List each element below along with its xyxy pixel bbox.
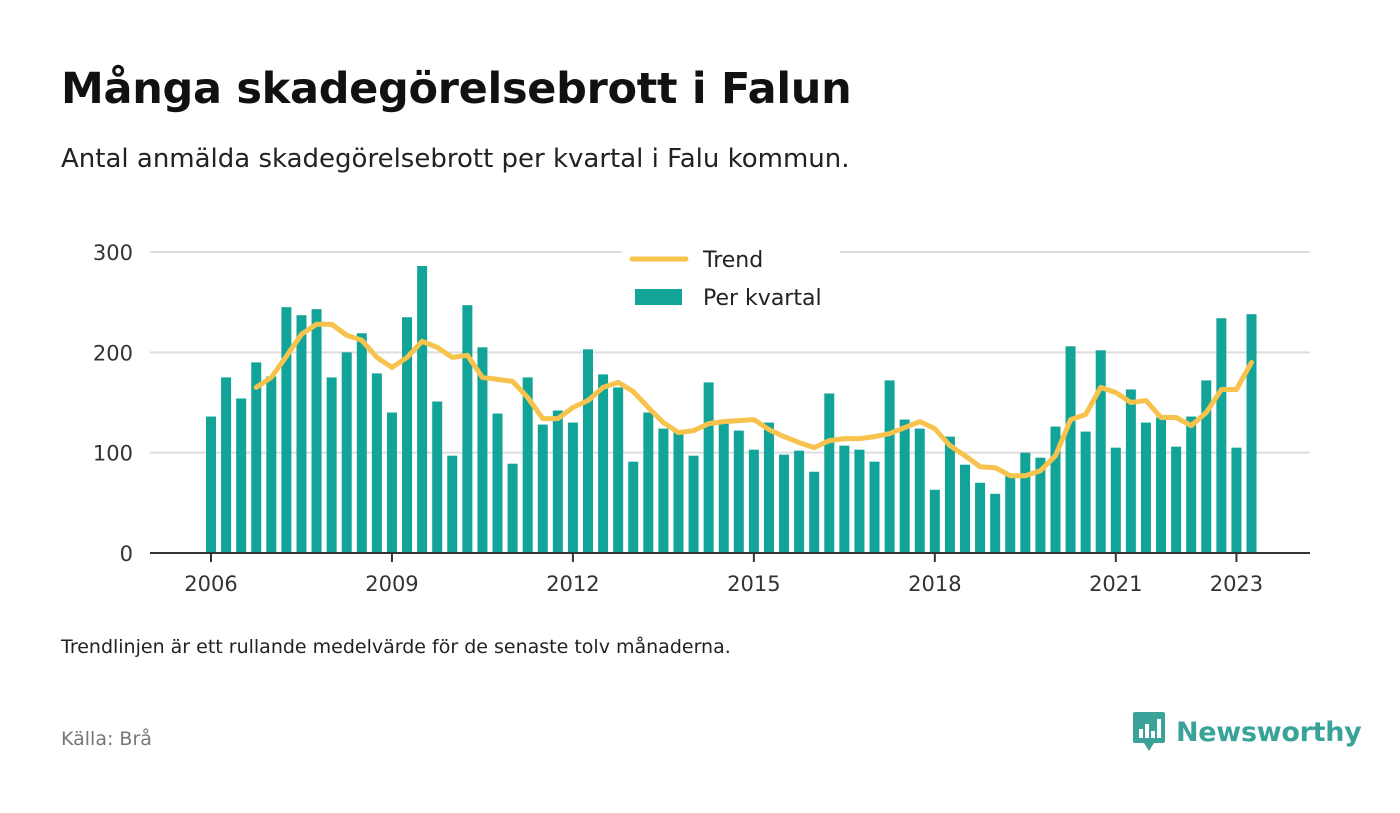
bar	[854, 449, 865, 553]
x-tick-label: 2009	[365, 572, 418, 596]
bar	[206, 416, 216, 553]
bar	[552, 410, 563, 553]
bar	[1035, 457, 1046, 553]
bar	[236, 398, 247, 553]
bar	[703, 382, 714, 553]
bar	[688, 455, 699, 553]
y-tick-label: 100	[93, 442, 133, 466]
bar	[1020, 452, 1031, 553]
bar	[567, 422, 578, 553]
bar	[673, 431, 684, 553]
brand-logo[interactable]: Newsworthy	[1132, 710, 1362, 754]
bar	[1246, 314, 1257, 553]
x-tick-label: 2021	[1089, 572, 1142, 596]
bar	[929, 489, 940, 553]
bar	[1186, 416, 1197, 553]
chart-title: Många skadegörelsebrott i Falun	[61, 64, 852, 114]
bar	[824, 393, 835, 553]
bar	[975, 482, 986, 553]
bar	[658, 428, 669, 553]
legend-swatch-bars	[635, 289, 682, 305]
trend-series	[253, 321, 1254, 479]
bar	[251, 362, 262, 553]
bar	[733, 430, 744, 553]
bar	[386, 412, 397, 553]
bar	[944, 436, 955, 553]
bar	[583, 349, 593, 553]
x-tick-label: 2018	[908, 572, 961, 596]
legend-label-trend: Trend	[702, 248, 763, 273]
bar	[1156, 417, 1167, 553]
bar	[613, 387, 624, 553]
bar	[763, 422, 774, 553]
x-axis: 2006 2009 2012 2015 2018 2021 2023	[150, 552, 1310, 596]
bar	[1140, 422, 1151, 553]
bar	[356, 333, 367, 553]
bar	[537, 424, 548, 553]
bar	[447, 455, 458, 553]
legend-label-bars: Per kvartal	[703, 286, 822, 311]
bar	[1095, 350, 1106, 553]
y-tick-label: 200	[93, 341, 133, 365]
bar	[794, 450, 805, 553]
chart-subtitle: Antal anmälda skadegörelsebrott per kvar…	[61, 144, 850, 174]
bar	[960, 464, 970, 553]
bar	[598, 374, 609, 553]
bar	[1065, 346, 1076, 553]
bar	[311, 309, 322, 553]
bar	[221, 377, 232, 553]
bar	[1201, 380, 1212, 553]
bar	[839, 445, 850, 553]
brand-name: Newsworthy	[1176, 716, 1362, 748]
bar	[462, 305, 473, 553]
bar	[1050, 426, 1061, 553]
bar	[1216, 318, 1227, 553]
bar	[402, 317, 413, 553]
x-tick-label: 2015	[727, 572, 780, 596]
bar	[748, 449, 759, 553]
bar	[1171, 446, 1182, 553]
y-tick-label: 300	[93, 241, 133, 265]
bar	[779, 454, 790, 553]
bar	[522, 377, 533, 553]
bar	[914, 428, 925, 553]
bar	[1231, 447, 1242, 553]
bar	[417, 266, 428, 553]
x-tick-label: 2006	[184, 572, 237, 596]
bar	[371, 373, 382, 553]
y-tick-label: 0	[120, 542, 133, 566]
bar	[281, 307, 292, 553]
bar	[809, 471, 820, 553]
bar	[326, 377, 337, 553]
bar	[296, 315, 307, 553]
source-label: Källa: Brå	[61, 728, 152, 750]
bar	[1110, 447, 1121, 553]
bar	[884, 380, 895, 553]
bar	[492, 413, 503, 553]
bar	[628, 461, 639, 553]
bar	[1080, 431, 1091, 553]
bar	[899, 419, 910, 553]
chart-note: Trendlinjen är ett rullande medelvärde f…	[61, 636, 731, 658]
bar	[990, 493, 1001, 553]
bar	[432, 401, 443, 553]
bar	[507, 463, 518, 553]
x-tick-label: 2023	[1210, 572, 1263, 596]
newsworthy-logo-icon	[1133, 712, 1165, 751]
bar	[266, 376, 277, 553]
bar	[643, 412, 654, 553]
x-tick-label: 2012	[546, 572, 599, 596]
bar	[869, 461, 880, 553]
trend-line	[253, 321, 1254, 479]
bar	[341, 352, 352, 553]
bar	[477, 347, 488, 553]
bar-series	[206, 266, 1257, 553]
bar	[1005, 474, 1016, 553]
bar	[718, 422, 729, 553]
legend: Trend Per kvartal	[622, 238, 840, 318]
bar	[1125, 389, 1136, 553]
